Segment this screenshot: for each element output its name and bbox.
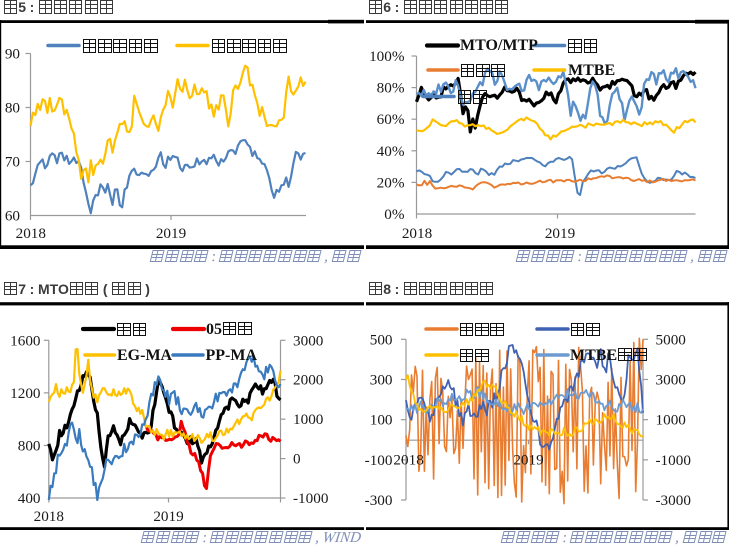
svg-text:1200: 1200 [10, 385, 41, 402]
svg-text:0%: 0% [384, 206, 405, 223]
svg-text:2018: 2018 [34, 508, 65, 525]
svg-text:2019: 2019 [156, 225, 186, 242]
svg-text:2000: 2000 [293, 372, 324, 389]
svg-text:3000: 3000 [293, 332, 324, 349]
svg-text:800: 800 [18, 437, 41, 454]
svg-text:2019: 2019 [153, 508, 183, 525]
svg-text:1600: 1600 [10, 332, 41, 349]
svg-text:40%: 40% [377, 143, 405, 160]
svg-text:1000: 1000 [656, 412, 687, 429]
svg-text:100%: 100% [369, 48, 405, 65]
svg-text:2018: 2018 [16, 225, 47, 242]
svg-text:-3000: -3000 [656, 492, 692, 509]
svg-text:100: 100 [370, 412, 393, 429]
svg-text:2019: 2019 [513, 451, 543, 468]
svg-text:80: 80 [5, 100, 21, 117]
svg-text:60%: 60% [377, 111, 405, 128]
svg-text:500: 500 [370, 331, 393, 348]
svg-text:400: 400 [18, 490, 41, 507]
svg-text:300: 300 [370, 371, 393, 388]
svg-text:-100: -100 [365, 452, 393, 469]
svg-text:20%: 20% [377, 174, 405, 191]
svg-text:-1000: -1000 [656, 452, 692, 469]
svg-text:5000: 5000 [656, 331, 687, 348]
svg-text:-300: -300 [365, 492, 393, 509]
svg-text:1000: 1000 [293, 411, 324, 428]
svg-text:0: 0 [293, 451, 301, 468]
svg-text:2018: 2018 [393, 451, 424, 468]
svg-text:90: 90 [5, 46, 21, 63]
svg-text:2019: 2019 [545, 225, 575, 242]
svg-text:-1000: -1000 [293, 490, 329, 507]
svg-text:60: 60 [5, 208, 21, 225]
svg-text:3000: 3000 [656, 371, 687, 388]
svg-text:2018: 2018 [402, 225, 433, 242]
svg-text:70: 70 [5, 154, 21, 171]
svg-text:80%: 80% [377, 80, 405, 97]
